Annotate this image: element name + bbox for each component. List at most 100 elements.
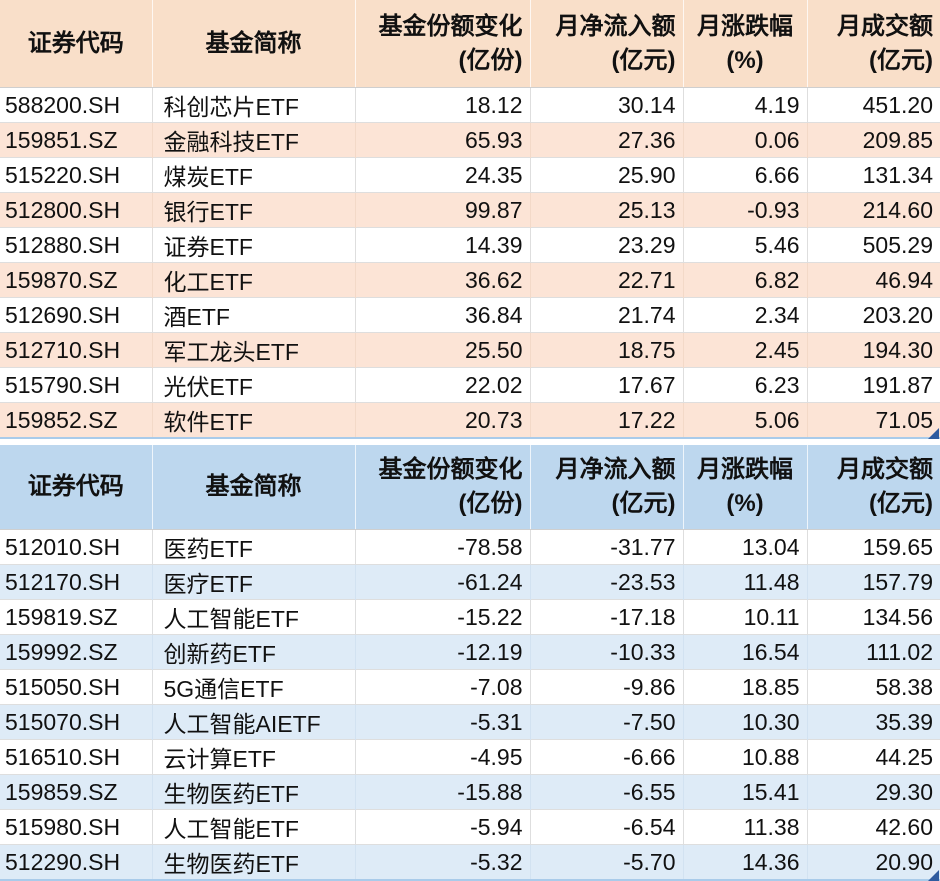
cell-code[interactable]: 159851.SZ [0,122,153,158]
cell-share-change[interactable]: 36.62 [355,262,531,298]
cell-share-change[interactable]: -61.24 [355,564,531,600]
cell-share-change[interactable]: 65.93 [355,122,531,158]
cell-share-change[interactable]: 99.87 [355,192,531,228]
cell-share-change[interactable]: 14.39 [355,227,531,263]
col-header-monthly-change[interactable]: 月涨跌幅 (%) [683,445,808,530]
cell-turnover[interactable]: 134.56 [807,599,940,635]
cell-share-change[interactable]: 20.73 [355,402,531,437]
cell-change-pct[interactable]: 13.04 [683,529,808,565]
cell-code[interactable]: 512690.SH [0,297,153,333]
col-header-share-change[interactable]: 基金份额变化 (亿份) [355,445,531,530]
cell-share-change[interactable]: -4.95 [355,739,531,775]
cell-code[interactable]: 512800.SH [0,192,153,228]
cell-change-pct[interactable]: 6.82 [683,262,808,298]
cell-share-change[interactable]: -78.58 [355,529,531,565]
cell-name[interactable]: 酒ETF [152,297,356,333]
cell-code[interactable]: 159992.SZ [0,634,153,670]
cell-turnover[interactable]: 159.65 [807,529,940,565]
cell-net-inflow[interactable]: 25.90 [530,157,684,193]
cell-net-inflow[interactable]: -9.86 [530,669,684,705]
cell-code[interactable]: 515070.SH [0,704,153,740]
cell-name[interactable]: 创新药ETF [152,634,356,670]
cell-name[interactable]: 生物医药ETF [152,774,356,810]
cell-net-inflow[interactable]: 21.74 [530,297,684,333]
cell-turnover[interactable]: 42.60 [807,809,940,845]
cell-name[interactable]: 医疗ETF [152,564,356,600]
cell-turnover[interactable]: 214.60 [807,192,940,228]
cell-code[interactable]: 512710.SH [0,332,153,368]
cell-share-change[interactable]: 25.50 [355,332,531,368]
cell-code[interactable]: 515050.SH [0,669,153,705]
cell-net-inflow[interactable]: 25.13 [530,192,684,228]
cell-turnover[interactable]: 29.30 [807,774,940,810]
cell-net-inflow[interactable]: -17.18 [530,599,684,635]
col-header-turnover[interactable]: 月成交额 (亿元) [807,445,940,530]
col-header-monthly-change[interactable]: 月涨跌幅 (%) [683,0,808,88]
cell-turnover[interactable]: 505.29 [807,227,940,263]
col-header-security-code[interactable]: 证券代码 [0,445,153,530]
cell-code[interactable]: 159870.SZ [0,262,153,298]
col-header-fund-name[interactable]: 基金简称 [152,0,356,88]
cell-change-pct[interactable]: 6.23 [683,367,808,403]
cell-net-inflow[interactable]: -23.53 [530,564,684,600]
cell-change-pct[interactable]: 14.36 [683,844,808,879]
cell-share-change[interactable]: -15.22 [355,599,531,635]
cell-name[interactable]: 光伏ETF [152,367,356,403]
cell-name[interactable]: 人工智能AIETF [152,704,356,740]
cell-change-pct[interactable]: 0.06 [683,122,808,158]
cell-net-inflow[interactable]: 22.71 [530,262,684,298]
cell-turnover[interactable]: 451.20 [807,87,940,123]
cell-turnover[interactable]: 44.25 [807,739,940,775]
cell-turnover[interactable]: 46.94 [807,262,940,298]
cell-change-pct[interactable]: 4.19 [683,87,808,123]
selection-handle-icon[interactable] [928,428,939,439]
cell-change-pct[interactable]: 5.06 [683,402,808,437]
cell-net-inflow[interactable]: 18.75 [530,332,684,368]
cell-name[interactable]: 人工智能ETF [152,809,356,845]
cell-name[interactable]: 医药ETF [152,529,356,565]
col-header-security-code[interactable]: 证券代码 [0,0,153,88]
col-header-share-change[interactable]: 基金份额变化 (亿份) [355,0,531,88]
cell-code[interactable]: 512290.SH [0,844,153,879]
cell-change-pct[interactable]: 10.88 [683,739,808,775]
cell-share-change[interactable]: 36.84 [355,297,531,333]
cell-code[interactable]: 588200.SH [0,87,153,123]
cell-change-pct[interactable]: 2.34 [683,297,808,333]
cell-turnover[interactable]: 20.90 [807,844,940,879]
cell-code[interactable]: 515790.SH [0,367,153,403]
cell-net-inflow[interactable]: 27.36 [530,122,684,158]
col-header-fund-name[interactable]: 基金简称 [152,445,356,530]
cell-name[interactable]: 生物医药ETF [152,844,356,879]
cell-net-inflow[interactable]: 23.29 [530,227,684,263]
cell-code[interactable]: 159852.SZ [0,402,153,437]
cell-code[interactable]: 516510.SH [0,739,153,775]
cell-change-pct[interactable]: 6.66 [683,157,808,193]
cell-net-inflow[interactable]: 17.67 [530,367,684,403]
cell-turnover[interactable]: 71.05 [807,402,940,437]
cell-turnover[interactable]: 111.02 [807,634,940,670]
cell-net-inflow[interactable]: -7.50 [530,704,684,740]
cell-net-inflow[interactable]: -5.70 [530,844,684,879]
col-header-net-inflow[interactable]: 月净流入额 (亿元) [530,445,684,530]
cell-share-change[interactable]: -5.31 [355,704,531,740]
cell-turnover[interactable]: 194.30 [807,332,940,368]
cell-code[interactable]: 159819.SZ [0,599,153,635]
cell-change-pct[interactable]: 11.48 [683,564,808,600]
cell-net-inflow[interactable]: -31.77 [530,529,684,565]
cell-change-pct[interactable]: 10.30 [683,704,808,740]
cell-name[interactable]: 金融科技ETF [152,122,356,158]
cell-net-inflow[interactable]: -6.55 [530,774,684,810]
cell-share-change[interactable]: 22.02 [355,367,531,403]
cell-change-pct[interactable]: 11.38 [683,809,808,845]
cell-turnover[interactable]: 131.34 [807,157,940,193]
cell-turnover[interactable]: 58.38 [807,669,940,705]
cell-share-change[interactable]: 18.12 [355,87,531,123]
cell-code[interactable]: 515220.SH [0,157,153,193]
cell-turnover[interactable]: 191.87 [807,367,940,403]
cell-share-change[interactable]: -5.32 [355,844,531,879]
cell-change-pct[interactable]: 15.41 [683,774,808,810]
cell-net-inflow[interactable]: -10.33 [530,634,684,670]
cell-name[interactable]: 科创芯片ETF [152,87,356,123]
cell-share-change[interactable]: 24.35 [355,157,531,193]
cell-name[interactable]: 云计算ETF [152,739,356,775]
